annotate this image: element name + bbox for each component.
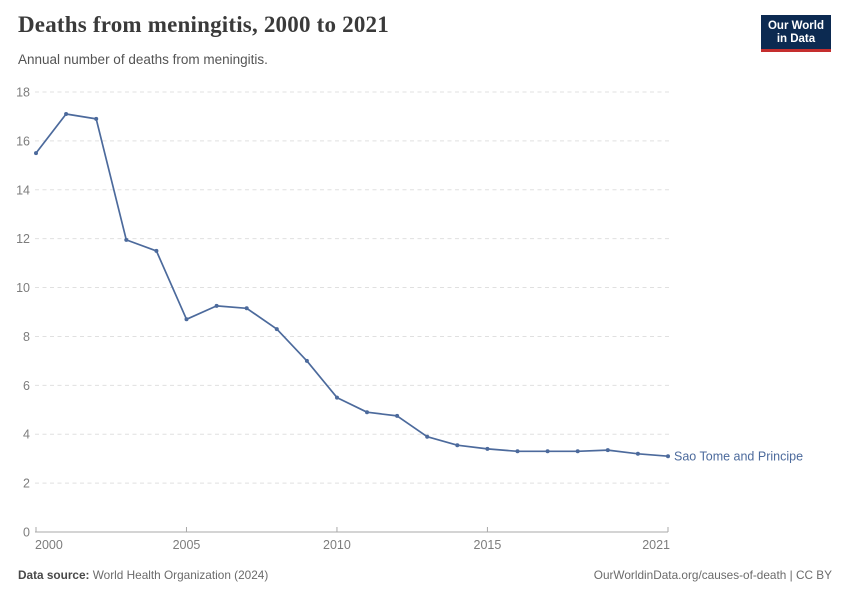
y-axis-tick-label: 8	[23, 330, 30, 344]
x-axis-tick-label: 2015	[474, 538, 502, 552]
chart-subtitle: Annual number of deaths from meningitis.	[18, 52, 268, 67]
data-point	[545, 449, 550, 454]
y-axis-tick-label: 6	[23, 379, 30, 393]
y-axis-tick-label: 16	[16, 134, 30, 148]
x-axis-tick-label: 2010	[323, 538, 351, 552]
y-axis-tick-label: 2	[23, 477, 30, 491]
data-point	[214, 303, 219, 308]
data-point	[64, 112, 69, 116]
data-point	[34, 151, 38, 156]
data-point	[154, 248, 159, 253]
series-label: Sao Tome and Principe	[674, 450, 803, 464]
y-axis-tick-label: 18	[16, 86, 30, 100]
data-point	[666, 454, 670, 459]
data-source: Data source: World Health Organization (…	[18, 568, 268, 582]
data-point	[425, 434, 430, 439]
data-point	[365, 410, 369, 415]
y-axis-tick-label: 14	[16, 183, 30, 197]
y-axis-tick-label: 4	[23, 428, 30, 442]
data-source-label: Data source:	[18, 568, 90, 582]
data-point	[395, 413, 400, 418]
data-point	[635, 451, 640, 456]
data-source-value: World Health Organization (2024)	[92, 568, 269, 582]
data-point	[605, 448, 610, 453]
data-point	[304, 358, 309, 363]
data-point	[575, 449, 580, 454]
x-axis-tick-label: 2000	[35, 538, 63, 552]
owid-logo-line1: Our World	[767, 20, 824, 32]
data-point	[124, 237, 129, 242]
data-point	[335, 395, 339, 400]
data-point	[485, 446, 490, 451]
series-line	[35, 113, 669, 458]
owid-logo[interactable]: Our World in Data	[760, 15, 831, 52]
data-point	[455, 443, 460, 448]
data-point	[184, 317, 189, 322]
data-point	[515, 449, 520, 454]
x-axis-tick-label: 2005	[173, 538, 201, 552]
data-point	[274, 327, 279, 332]
chart-footer: Data source: World Health Organization (…	[18, 568, 832, 582]
data-point	[244, 306, 249, 311]
owid-logo-line2: in Data	[776, 33, 816, 45]
y-axis-tick-label: 10	[16, 281, 30, 295]
chart-title: Deaths from meningitis, 2000 to 2021	[18, 12, 389, 37]
y-axis-tick-label: 0	[23, 526, 30, 540]
x-axis-tick-label: 2021	[642, 538, 670, 552]
y-axis-tick-label: 12	[16, 232, 30, 246]
credit-link[interactable]: OurWorldinData.org/causes-of-death | CC …	[593, 568, 832, 582]
data-point	[94, 116, 99, 121]
